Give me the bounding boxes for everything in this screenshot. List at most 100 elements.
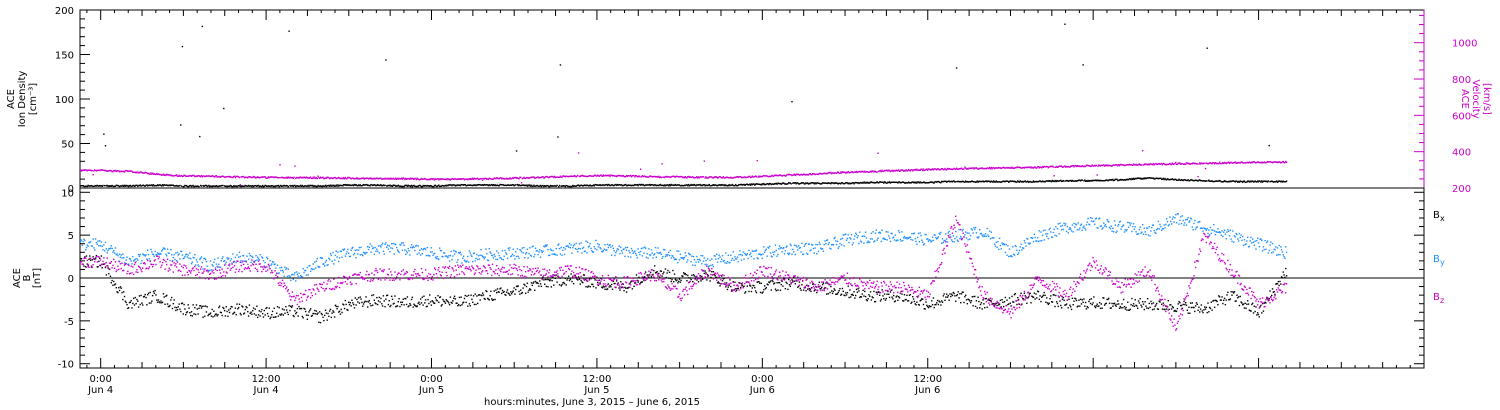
field-point-bx bbox=[1003, 301, 1006, 303]
velocity-point bbox=[591, 175, 593, 177]
density-point bbox=[104, 145, 107, 147]
velocity-point bbox=[398, 177, 400, 180]
velocity-point bbox=[449, 179, 452, 181]
velocity-point bbox=[433, 177, 435, 180]
field-point-by bbox=[226, 257, 228, 259]
field-point-by bbox=[409, 254, 411, 256]
field-point-bx bbox=[1157, 308, 1160, 310]
velocity-point bbox=[1149, 163, 1151, 165]
field-point-by bbox=[367, 248, 370, 251]
field-point-by bbox=[379, 244, 381, 247]
field-point-bx bbox=[1206, 311, 1208, 314]
velocity-point bbox=[1120, 163, 1122, 166]
velocity-point bbox=[1180, 163, 1182, 165]
field-point-bx bbox=[666, 272, 668, 274]
field-point-bx bbox=[447, 300, 449, 303]
density-point bbox=[559, 64, 562, 66]
field-point-bx bbox=[859, 296, 862, 298]
field-point-bx bbox=[1074, 298, 1077, 300]
velocity-point bbox=[151, 173, 153, 175]
density-point bbox=[1252, 181, 1255, 183]
density-point bbox=[291, 184, 294, 187]
field-point-bx bbox=[599, 282, 601, 284]
field-point-bx bbox=[452, 300, 454, 302]
velocity-point bbox=[974, 167, 977, 169]
field-point-bx bbox=[807, 288, 809, 290]
density-point bbox=[622, 184, 624, 187]
density-point bbox=[1208, 180, 1211, 182]
field-point-by bbox=[377, 245, 380, 247]
field-point-bx bbox=[446, 300, 448, 302]
field-point-bx bbox=[284, 312, 286, 315]
field-point-bx bbox=[726, 288, 729, 291]
density-point bbox=[347, 184, 350, 186]
field-point-bx bbox=[1090, 298, 1093, 300]
velocity-point bbox=[1092, 165, 1094, 167]
velocity-point bbox=[940, 168, 942, 171]
field-point-bx bbox=[575, 276, 577, 279]
density-point bbox=[383, 184, 385, 187]
field-point-bx bbox=[598, 279, 600, 281]
field-point-by bbox=[247, 258, 250, 260]
velocity-point bbox=[147, 172, 150, 175]
field-point-bx bbox=[472, 301, 474, 304]
density-point bbox=[358, 184, 361, 187]
density-point bbox=[204, 184, 207, 187]
field-point-bx bbox=[436, 300, 438, 302]
velocity-point bbox=[629, 175, 631, 177]
density-point bbox=[494, 184, 496, 186]
field-point-bx bbox=[1108, 297, 1110, 300]
density-point bbox=[777, 182, 779, 184]
field-point-bx bbox=[821, 283, 824, 286]
density-point bbox=[308, 185, 310, 188]
density-point bbox=[187, 185, 189, 188]
field-point-bx bbox=[800, 289, 802, 291]
field-point-by bbox=[82, 240, 84, 243]
velocity-point bbox=[619, 175, 621, 177]
density-point bbox=[799, 182, 801, 185]
velocity-point bbox=[323, 177, 326, 180]
field-point-bx bbox=[1085, 308, 1088, 310]
density-point bbox=[765, 183, 768, 185]
density-point bbox=[1095, 180, 1098, 182]
velocity-point bbox=[972, 167, 974, 169]
field-point-bx bbox=[144, 293, 146, 296]
velocity-point bbox=[785, 175, 787, 177]
field-point-by bbox=[257, 257, 260, 260]
density-point bbox=[503, 184, 505, 187]
velocity-point bbox=[161, 174, 163, 176]
density-point bbox=[202, 184, 204, 187]
field-point-bx bbox=[586, 280, 588, 282]
density-point bbox=[225, 185, 227, 187]
density-point bbox=[185, 184, 188, 187]
density-point bbox=[844, 182, 846, 185]
velocity-point bbox=[916, 168, 918, 170]
field-point-bx bbox=[221, 314, 223, 317]
field-point-bx bbox=[1251, 302, 1254, 304]
field-point-bx bbox=[1214, 299, 1217, 302]
field-point-bx bbox=[753, 284, 755, 287]
field-point-bx bbox=[383, 300, 385, 302]
velocity-point bbox=[674, 176, 677, 178]
field-point-by bbox=[405, 253, 407, 256]
velocity-point bbox=[1153, 164, 1155, 166]
field-point-bx bbox=[388, 300, 390, 302]
density-point bbox=[792, 182, 795, 184]
field-point-bx bbox=[190, 311, 193, 313]
velocity-point bbox=[335, 177, 337, 180]
density-axis-label: Ion Density bbox=[17, 71, 28, 128]
field-point-bx bbox=[851, 293, 854, 296]
velocity-point bbox=[1062, 166, 1064, 168]
density-point bbox=[161, 185, 163, 187]
field-point-bx bbox=[1248, 309, 1251, 311]
field-point-bx bbox=[232, 313, 234, 315]
density-point bbox=[651, 184, 653, 186]
field-point-bx bbox=[175, 309, 177, 312]
field-point-bx bbox=[831, 292, 834, 295]
field-point-by bbox=[411, 247, 414, 249]
field-point-bx bbox=[276, 312, 278, 314]
field-point-bx bbox=[624, 286, 626, 289]
velocity-point bbox=[958, 167, 960, 170]
field-point-by bbox=[369, 243, 371, 245]
density-point bbox=[1117, 179, 1119, 182]
